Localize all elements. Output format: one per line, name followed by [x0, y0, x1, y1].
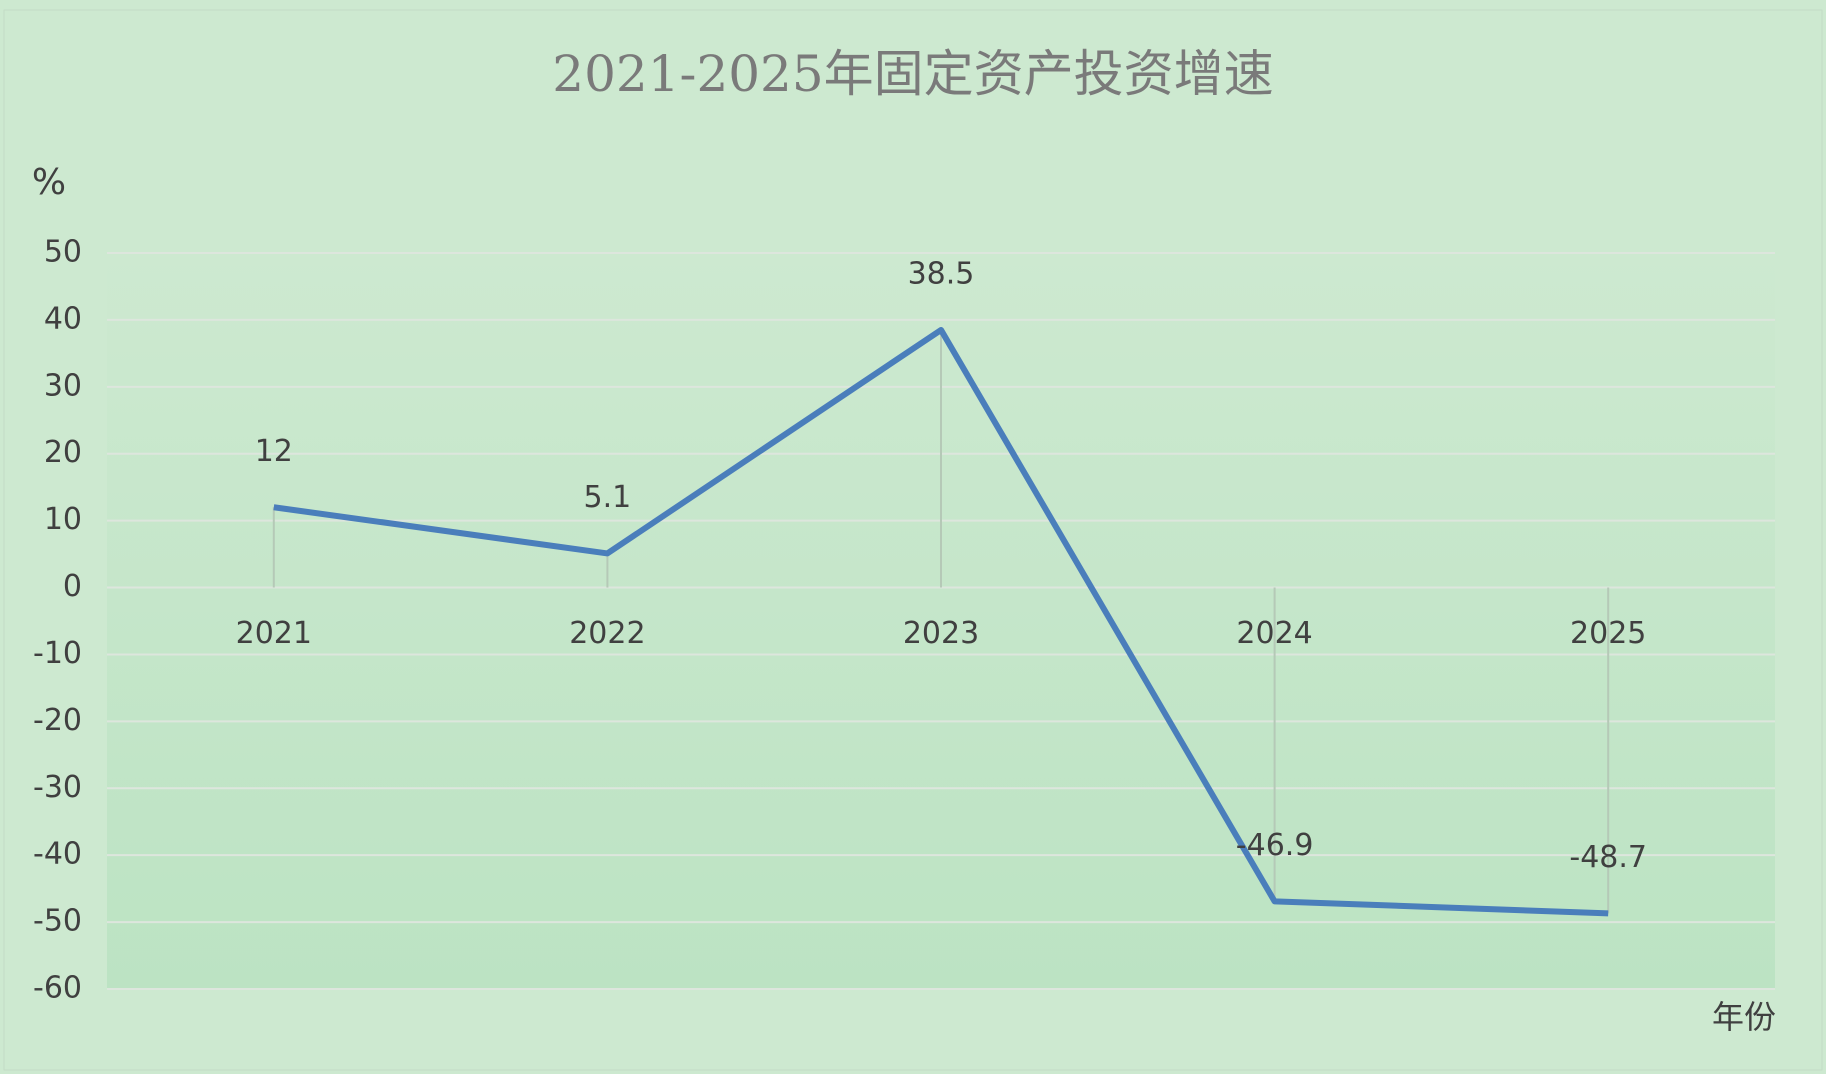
chart-title: 2021-2025年固定资产投资增速 — [552, 45, 1273, 103]
y-tick-label: 10 — [44, 502, 82, 537]
y-tick-label: 0 — [63, 569, 82, 604]
y-tick-label: -40 — [33, 837, 82, 872]
y-tick-label: -10 — [33, 636, 82, 671]
data-label: -46.9 — [1236, 828, 1314, 863]
y-tick-label: 20 — [44, 435, 82, 470]
y-tick-label: 50 — [44, 235, 82, 270]
series-line — [273, 326, 1609, 917]
data-label: 5.1 — [584, 480, 632, 515]
y-tick-label: 30 — [44, 368, 82, 403]
x-tick-label: 2022 — [569, 616, 645, 651]
y-tick-label: -20 — [33, 703, 82, 738]
y-tick-label: -50 — [33, 904, 82, 939]
y-tick-label: -30 — [33, 770, 82, 805]
data-label: -48.7 — [1569, 840, 1647, 875]
y-axis-label: % — [32, 162, 66, 203]
x-tick-label: 2023 — [903, 616, 979, 651]
data-label: 38.5 — [908, 256, 975, 291]
x-tick-label: 2021 — [236, 616, 312, 651]
x-axis-label: 年份 — [1712, 998, 1776, 1036]
y-tick-label: -60 — [33, 971, 82, 1006]
y-tick-label: 40 — [44, 301, 82, 336]
data-label: 12 — [255, 434, 293, 469]
